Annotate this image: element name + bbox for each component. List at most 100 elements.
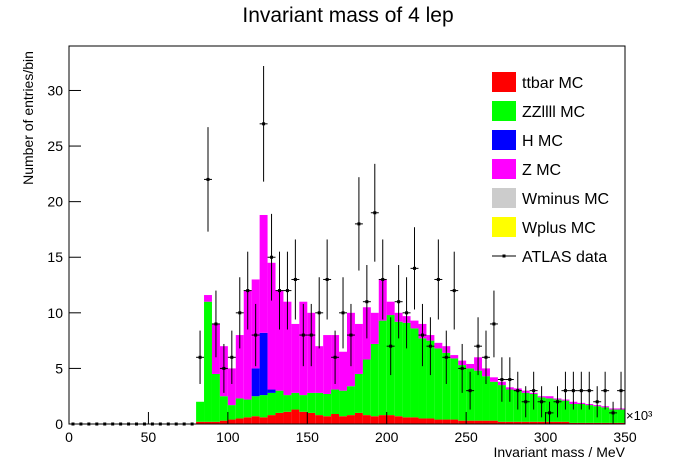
bar-segment	[204, 301, 212, 422]
data-point	[227, 330, 236, 384]
data-point	[196, 330, 205, 384]
marker	[405, 311, 409, 315]
marker	[293, 277, 297, 281]
plot-area	[69, 66, 625, 426]
bar-segment	[331, 413, 340, 424]
bar-segment	[370, 312, 379, 344]
data-point	[267, 213, 276, 301]
data-point	[585, 371, 594, 410]
marker	[587, 389, 591, 393]
marker	[595, 400, 599, 404]
marker	[341, 311, 345, 315]
data-point	[545, 401, 554, 424]
data-point	[466, 371, 475, 410]
bar-segment	[402, 417, 411, 424]
bar-segment	[466, 420, 475, 424]
data-point	[259, 66, 268, 182]
data-point	[211, 290, 220, 358]
bar-segment	[307, 412, 316, 424]
marker	[285, 289, 289, 293]
bar-segment	[283, 301, 292, 396]
bar-segment	[204, 295, 212, 302]
bar-segment	[339, 390, 347, 417]
data-point	[354, 177, 363, 271]
bar-segment	[434, 342, 443, 349]
data-point	[569, 371, 578, 410]
bar-segment	[283, 395, 292, 412]
bar-segment	[362, 359, 371, 416]
legend-label: ATLAS data	[522, 249, 607, 266]
bar-segment	[394, 321, 403, 417]
legend-swatch	[492, 159, 516, 179]
bar-segment	[354, 373, 363, 413]
bar-segment	[545, 396, 554, 399]
marker	[277, 289, 281, 293]
data-point	[283, 251, 292, 330]
bar-segment	[386, 415, 395, 424]
bar-segment	[418, 418, 427, 424]
bar-segment	[227, 419, 236, 424]
bar-segment	[243, 417, 252, 424]
data-point	[291, 239, 300, 320]
data-point	[339, 277, 347, 349]
bar-segment	[426, 418, 435, 424]
x-axis-label: Invariant mass / MeV	[494, 444, 626, 460]
legend-label: Z MC	[522, 162, 561, 179]
bar-segment	[521, 421, 530, 424]
data-point	[418, 303, 427, 367]
data-point	[537, 386, 546, 418]
bar-segment	[601, 422, 610, 424]
marker	[484, 355, 488, 359]
data-point	[529, 371, 538, 410]
marker	[563, 389, 567, 393]
bar-segment	[354, 412, 363, 424]
bar-segment	[426, 340, 435, 419]
bar-segment	[378, 415, 387, 424]
bar-segment	[323, 393, 332, 417]
bar-segment	[569, 422, 578, 424]
marker	[333, 355, 337, 359]
bar-segment	[235, 418, 244, 424]
bar-segment	[489, 381, 498, 421]
bar-segment	[410, 328, 419, 418]
data-point	[489, 290, 498, 358]
bar-segment	[585, 422, 594, 424]
bar-segment	[259, 417, 268, 424]
bar-segment	[331, 389, 340, 414]
bar-segment	[489, 377, 498, 382]
data-point	[601, 371, 610, 410]
marker	[611, 411, 615, 415]
x-tick-label: 250	[454, 429, 478, 445]
data-point	[474, 317, 483, 376]
bar-segment	[235, 398, 244, 419]
marker	[500, 378, 504, 382]
bar-segment	[434, 419, 443, 424]
data-point	[513, 371, 522, 410]
x-tick-label: 100	[216, 429, 240, 445]
marker	[238, 311, 242, 315]
bar-segment	[402, 322, 411, 418]
bar-segment	[394, 416, 403, 424]
legend-label: ZZllll MC	[522, 104, 585, 121]
data-point	[251, 303, 260, 367]
bar-segment	[450, 419, 459, 424]
bar-segment	[251, 416, 260, 424]
legend-swatch	[492, 217, 516, 237]
bar-segment	[251, 368, 260, 397]
bar-segment	[418, 338, 427, 419]
legend-label: H MC	[522, 133, 563, 150]
data-point	[275, 251, 284, 330]
bar-segment	[450, 355, 459, 359]
bar-segment	[497, 421, 506, 424]
data-point	[426, 317, 435, 376]
data-point	[299, 303, 308, 367]
marker	[254, 333, 258, 337]
bar-segment	[553, 421, 562, 424]
data-point	[434, 239, 443, 320]
bar-segment	[299, 395, 308, 412]
bar-segment	[251, 396, 260, 417]
bar-segment	[275, 290, 284, 391]
bar-segment	[219, 420, 228, 424]
bar-segment	[347, 415, 355, 424]
bar-segment	[211, 421, 220, 424]
